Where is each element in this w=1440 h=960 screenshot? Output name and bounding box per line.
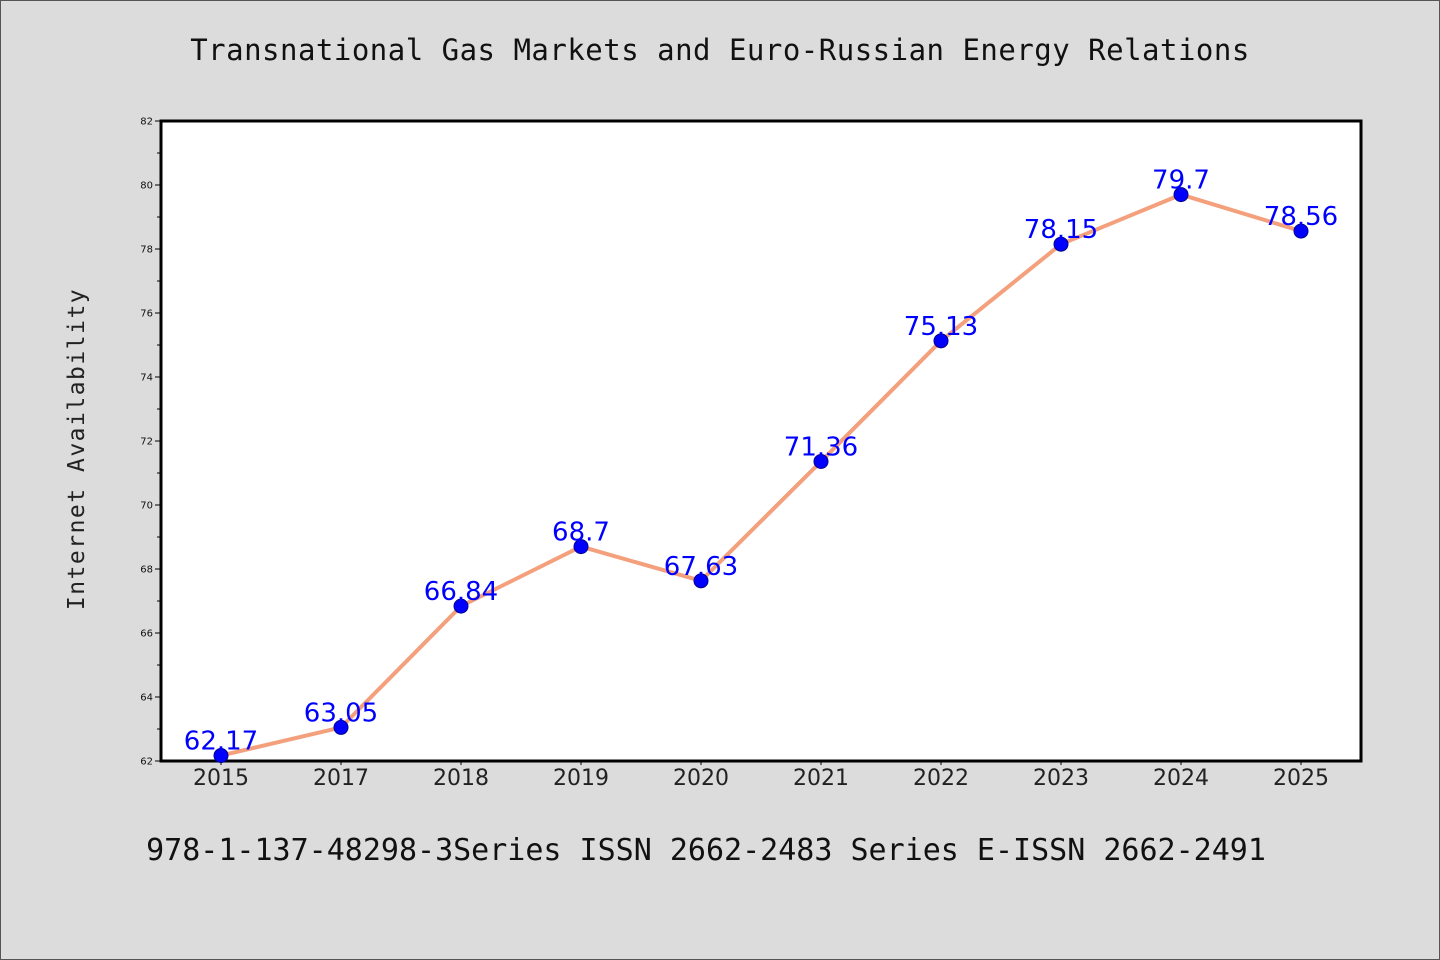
x-tick-label: 2024	[1153, 766, 1209, 791]
footer-isbn-issn: 978-1-137-48298-3Series ISSN 2662-2483 S…	[146, 833, 1266, 868]
x-tick-label: 2018	[433, 766, 489, 791]
y-tick-label: 70	[140, 501, 153, 512]
plot-area	[161, 121, 1361, 761]
y-tick-label: 78	[140, 245, 153, 256]
x-tick-label: 2022	[913, 766, 969, 791]
data-label: 71.36	[784, 432, 858, 462]
x-tick-label: 2021	[793, 766, 849, 791]
data-label: 78.15	[1024, 215, 1098, 245]
data-point	[213, 748, 229, 764]
y-tick-label: 76	[140, 309, 153, 320]
data-label: 78.56	[1264, 202, 1338, 232]
data-point	[693, 573, 709, 589]
data-point	[453, 598, 469, 614]
y-tick-label: 68	[140, 565, 153, 576]
y-tick-label: 82	[140, 117, 153, 128]
x-tick-label: 2020	[673, 766, 729, 791]
data-label: 67.63	[664, 552, 738, 582]
data-point	[933, 333, 949, 349]
x-tick-label: 2019	[553, 766, 609, 791]
data-label: 75.13	[904, 312, 978, 342]
data-label: 62.17	[184, 727, 258, 757]
data-point	[1173, 187, 1189, 203]
series-line	[220, 192, 1302, 758]
chart-title: Transnational Gas Markets and Euro-Russi…	[190, 33, 1250, 67]
data-label: 66.84	[424, 577, 498, 607]
x-tick-label: 2017	[313, 766, 369, 791]
data-label: 79.7	[1152, 166, 1210, 196]
data-point	[333, 719, 349, 735]
data-point	[573, 539, 589, 555]
y-tick-label: 72	[140, 437, 153, 448]
data-point	[1053, 236, 1069, 252]
data-point	[1293, 223, 1309, 239]
data-label: 63.05	[304, 698, 378, 728]
y-tick-label: 74	[140, 373, 153, 384]
y-tick-label: 64	[140, 693, 153, 704]
data-point	[813, 453, 829, 469]
x-tick-label: 2023	[1033, 766, 1089, 791]
x-tick-label: 2015	[193, 766, 249, 791]
x-tick-label: 2025	[1273, 766, 1329, 791]
y-tick-label: 62	[140, 757, 153, 768]
y-tick-label: 66	[140, 629, 153, 640]
y-tick-label: 80	[140, 181, 153, 192]
data-label: 68.7	[552, 518, 610, 548]
